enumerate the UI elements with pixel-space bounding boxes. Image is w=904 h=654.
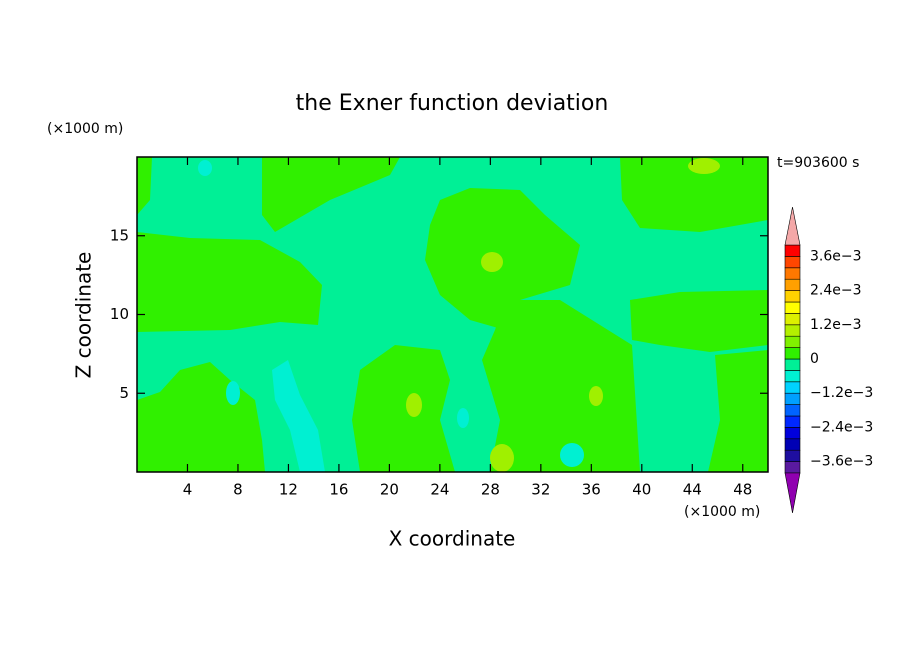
y-unit: (×1000 m) (47, 121, 123, 137)
x-tick-label: 4 (183, 481, 193, 499)
colorbar-segment (784, 267, 801, 280)
x-tick-label: 20 (380, 481, 399, 499)
x-tick-label: 28 (481, 481, 500, 499)
x-tick-label: 36 (582, 481, 601, 499)
x-tick-label: 8 (233, 481, 243, 499)
x-tick-label: 40 (632, 481, 651, 499)
colorbar-segment (784, 358, 801, 371)
colorbar-tick-label: −3.6e−3 (810, 454, 873, 470)
colorbar-segment (784, 313, 801, 326)
colorbar-tick-label: 3.6e−3 (810, 248, 862, 264)
colorbar-tick-label: −1.2e−3 (810, 385, 873, 401)
y-tick-label: 5 (119, 384, 129, 402)
colorbar-segment (784, 461, 801, 474)
colorbar-tick-label: 2.4e−3 (810, 283, 862, 299)
colorbar-segment (784, 244, 801, 257)
colorbar-segment (784, 324, 801, 337)
colorbar-tick-label: 1.2e−3 (810, 317, 862, 333)
colorbar-segment (784, 301, 801, 314)
colorbar-segment (784, 335, 801, 348)
y-tick-label: 15 (110, 226, 129, 244)
colorbar-segment (784, 347, 801, 360)
colorbar-segment (784, 278, 801, 291)
colorbar-under (784, 472, 801, 514)
colorbar-segment (784, 370, 801, 383)
colorbar-segment (784, 392, 801, 405)
y-tick-label: 10 (110, 305, 129, 323)
time-annotation: t=903600 s (777, 155, 859, 171)
x-tick-label: 48 (733, 481, 752, 499)
x-tick-label: 44 (683, 481, 702, 499)
y-axis-label: Z coordinate (72, 252, 96, 379)
x-axis-label: X coordinate (389, 527, 516, 551)
colorbar-segment (784, 256, 801, 269)
x-tick-label: 16 (329, 481, 348, 499)
x-unit: (×1000 m) (684, 504, 760, 520)
x-tick-label: 32 (531, 481, 550, 499)
x-tick-label: 12 (279, 481, 298, 499)
x-tick-label: 24 (430, 481, 449, 499)
colorbar-segment (784, 438, 801, 451)
colorbar-segment (784, 449, 801, 462)
colorbar-segment (784, 427, 801, 440)
colorbar-tick-label: −2.4e−3 (810, 419, 873, 435)
colorbar-over (784, 206, 801, 246)
colorbar-segment (784, 415, 801, 428)
colorbar-segment (784, 404, 801, 417)
colorbar-segment (784, 290, 801, 303)
colorbar-segment (784, 381, 801, 394)
contour-field (137, 157, 768, 472)
chart-title: the Exner function deviation (296, 91, 609, 116)
colorbar-tick-label: 0 (810, 351, 819, 367)
